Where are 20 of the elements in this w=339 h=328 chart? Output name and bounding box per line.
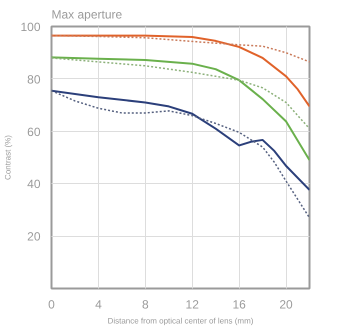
line-series — [52, 56, 310, 162]
y-tick-label: 40 — [27, 177, 41, 192]
line-series — [52, 90, 310, 191]
x-tick-label: 20 — [279, 298, 294, 312]
y-axis-title: Contrast (%) — [3, 134, 12, 180]
x-tick-label: 8 — [142, 298, 149, 312]
y-tick-label: 60 — [27, 124, 41, 139]
x-axis-title: Distance from optical center of lens (mm) — [108, 316, 254, 326]
line-series — [52, 90, 310, 219]
x-tick-label: 0 — [48, 298, 56, 312]
y-tick-label: 80 — [27, 72, 41, 86]
chart-title: Max aperture — [52, 8, 123, 22]
x-tick-label: 12 — [186, 298, 200, 312]
y-tick-label: 20 — [27, 230, 41, 244]
line-series — [52, 57, 310, 130]
line-series — [52, 34, 310, 108]
x-tick-label: 16 — [232, 298, 246, 312]
x-tick-label: 4 — [95, 298, 102, 312]
line-series — [52, 34, 310, 63]
y-tick-label: 100 — [20, 20, 41, 34]
